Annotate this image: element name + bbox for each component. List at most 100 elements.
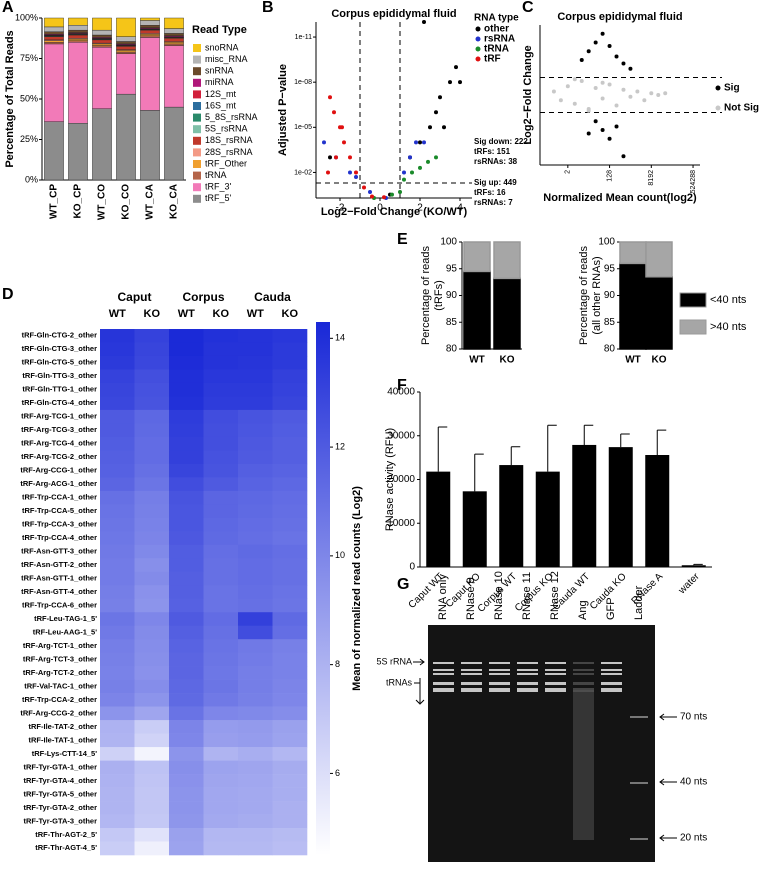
gel-band bbox=[461, 688, 482, 692]
legend-swatch bbox=[193, 171, 201, 180]
scatter-point bbox=[408, 155, 412, 160]
scatter-point bbox=[322, 140, 326, 145]
heatmap-cell bbox=[134, 382, 170, 397]
heatmap-cell bbox=[169, 571, 204, 586]
scatter-point bbox=[402, 177, 406, 182]
x-tick-label: KO bbox=[500, 355, 515, 366]
heatmap-cell bbox=[169, 828, 204, 842]
heatmap-cell bbox=[272, 652, 308, 667]
heatmap-cell bbox=[272, 463, 308, 478]
heatmap-cell bbox=[169, 463, 204, 478]
scatter-point bbox=[448, 80, 452, 85]
gel-band bbox=[433, 682, 454, 685]
colorbar-tick-label: 6 bbox=[335, 768, 340, 778]
legend-label: 28S_rsRNA bbox=[205, 147, 253, 157]
heatmap-cell bbox=[238, 571, 273, 586]
gel-band bbox=[545, 662, 566, 664]
row-label: tRF-Gln-CTG-4_other bbox=[22, 398, 97, 407]
heatmap-cell bbox=[203, 598, 239, 613]
bar-segment bbox=[68, 123, 88, 181]
heatmap-cell bbox=[169, 706, 204, 721]
y-tick-label: 90 bbox=[604, 290, 616, 301]
heatmap-cell bbox=[134, 342, 170, 357]
heatmap-cell bbox=[203, 463, 239, 478]
heatmap-cell bbox=[169, 423, 204, 438]
legend-swatch bbox=[193, 67, 201, 76]
gel-band bbox=[489, 673, 510, 675]
heatmap-cell bbox=[203, 625, 239, 640]
gel-band bbox=[461, 673, 482, 675]
error-bar bbox=[583, 424, 594, 445]
heatmap-cell bbox=[134, 329, 170, 343]
heatmap-cell bbox=[238, 666, 273, 680]
heatmap-cell bbox=[238, 544, 273, 559]
row-label: tRF-Tyr-GTA-2_other bbox=[24, 803, 98, 812]
heatmap-cell bbox=[203, 585, 239, 600]
heatmap-cell bbox=[272, 733, 308, 748]
scatter-point bbox=[398, 190, 402, 195]
heatmap-cell bbox=[169, 585, 204, 600]
bar-segment bbox=[116, 17, 136, 37]
legend-label: miRNA bbox=[205, 77, 234, 87]
heatmap-cell bbox=[203, 679, 239, 694]
heatmap-cell bbox=[100, 774, 135, 788]
heatmap-cell bbox=[169, 544, 204, 559]
heatmap-cell bbox=[169, 720, 204, 734]
gel-band bbox=[573, 682, 594, 685]
heatmap-cell bbox=[203, 814, 239, 829]
scatter-point bbox=[348, 155, 352, 160]
heatmap-cell bbox=[272, 679, 308, 694]
heatmap-cell bbox=[238, 477, 273, 492]
annotation: tRFs: 151 bbox=[474, 147, 511, 156]
scatter-point bbox=[418, 140, 422, 145]
row-label: tRF-Gln-TTG-3_other bbox=[22, 371, 97, 380]
heatmap-cell bbox=[203, 436, 239, 451]
heatmap-cell bbox=[203, 382, 239, 397]
gel-smear bbox=[573, 690, 594, 840]
panel-label: E bbox=[397, 231, 408, 248]
heatmap-cell bbox=[272, 760, 308, 775]
heatmap-cell bbox=[272, 841, 308, 856]
x-tick-label: 4 bbox=[457, 203, 463, 214]
heatmap-cell bbox=[238, 463, 273, 478]
bar-segment bbox=[92, 34, 112, 38]
gel-right-label: 70 nts bbox=[680, 712, 707, 723]
legend-label: Not Sig bbox=[724, 103, 759, 114]
error-bar bbox=[437, 426, 448, 472]
heatmap-cell bbox=[169, 679, 204, 694]
heatmap-cell bbox=[238, 517, 273, 532]
scatter-point bbox=[607, 44, 612, 48]
heatmap-cell bbox=[203, 396, 239, 411]
gel-band bbox=[433, 669, 454, 671]
scatter-point bbox=[663, 91, 668, 96]
heatmap-cell bbox=[272, 598, 308, 613]
heatmap-cell bbox=[100, 329, 135, 343]
heatmap-cell bbox=[203, 517, 239, 532]
bar-segment bbox=[92, 45, 112, 48]
bar-segment bbox=[463, 270, 491, 350]
heatmap-cell bbox=[203, 342, 239, 357]
heatmap-cell bbox=[169, 612, 204, 627]
scatter-point bbox=[551, 89, 556, 94]
y-tick-label: 50% bbox=[20, 93, 38, 103]
row-label: tRF-Arg-CCG-2_other bbox=[20, 708, 97, 717]
bar-segment bbox=[92, 39, 112, 44]
heatmap-cell bbox=[134, 760, 170, 775]
row-label: tRF-Asn-GTT-2_other bbox=[21, 560, 97, 569]
heatmap-cell bbox=[134, 423, 170, 438]
bar bbox=[572, 444, 597, 567]
heatmap-cell bbox=[203, 329, 239, 343]
y-tick-label: 25% bbox=[20, 134, 38, 144]
x-tick-label: water bbox=[676, 571, 702, 597]
lane-label: RNase 11 bbox=[521, 572, 533, 620]
heatmap-cell bbox=[272, 747, 308, 761]
legend-label: <40 nts bbox=[710, 294, 747, 306]
heatmap-cell bbox=[169, 558, 204, 573]
heatmap-cell bbox=[134, 369, 170, 384]
x-tick-label: KO_CO bbox=[121, 184, 132, 220]
heatmap-cell bbox=[272, 329, 308, 343]
scatter-point bbox=[422, 20, 426, 24]
heatmap-cell bbox=[134, 598, 170, 613]
heatmap-cell bbox=[100, 693, 135, 707]
heatmap-cell bbox=[272, 517, 308, 532]
